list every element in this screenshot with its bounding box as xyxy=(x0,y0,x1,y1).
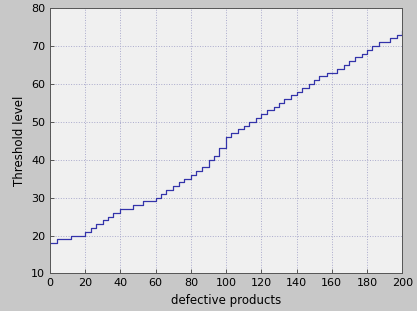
Y-axis label: Threshold level: Threshold level xyxy=(13,95,25,186)
X-axis label: defective products: defective products xyxy=(171,294,281,307)
